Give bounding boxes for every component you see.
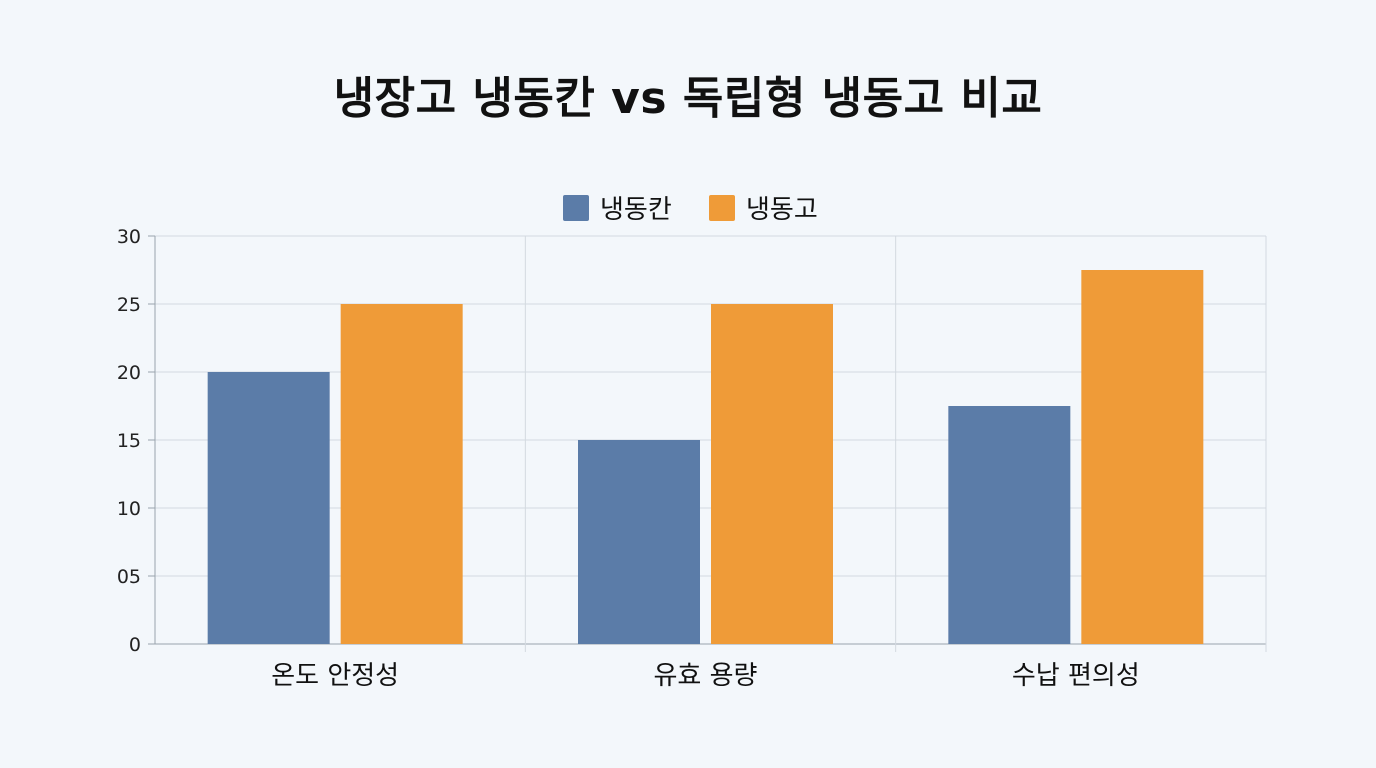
axes <box>148 235 156 645</box>
y-tick-label: 20 <box>117 362 141 384</box>
legend-swatch <box>709 195 735 221</box>
bar-standalone-freezer-1 <box>711 304 833 644</box>
legend-label: 냉동칸 <box>600 195 672 225</box>
bar-freezer-compartment-2 <box>948 406 1071 644</box>
legend-label: 냉동고 <box>746 195 818 225</box>
bars <box>207 270 1204 644</box>
y-tick-label: 10 <box>117 498 141 520</box>
legend-swatch <box>563 195 589 221</box>
y-tick-label: 15 <box>117 430 141 452</box>
tick-labels: 0 05 10 15 20 25 30 온도 안정성 유효 용량 수납 편의성 <box>117 226 1140 691</box>
bar-standalone-freezer-0 <box>340 304 463 644</box>
grid-lines <box>155 235 1267 652</box>
bar-freezer-compartment-0 <box>207 372 330 644</box>
x-category-label: 온도 안정성 <box>271 661 399 691</box>
legend: 냉동칸 냉동고 <box>563 195 818 225</box>
y-tick-label: 25 <box>117 294 141 316</box>
x-category-label: 수납 편의성 <box>1012 661 1140 691</box>
y-tick-label: 05 <box>117 566 141 588</box>
x-category-label: 유효 용량 <box>654 661 758 691</box>
y-tick-label: 0 <box>129 634 141 656</box>
y-tick-label: 30 <box>117 226 141 248</box>
bar-freezer-compartment-1 <box>578 440 700 644</box>
chart-title: 냉장고 냉동칸 vs 독립형 냉동고 비교 <box>333 73 1043 124</box>
bar-standalone-freezer-2 <box>1081 270 1204 644</box>
